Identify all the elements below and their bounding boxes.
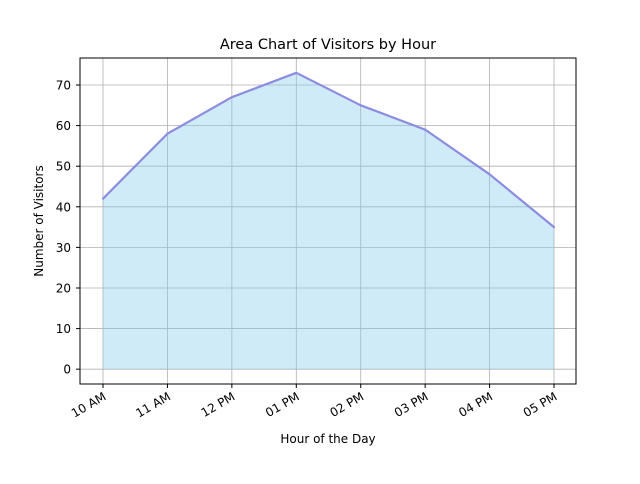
x-tick-label: 12 PM	[199, 389, 238, 419]
area-layer	[101, 71, 556, 370]
y-tick-label: 70	[56, 78, 71, 92]
data-point	[230, 96, 233, 99]
data-point	[101, 197, 105, 200]
y-tick-label: 40	[56, 200, 71, 214]
data-point	[424, 128, 427, 131]
y-axis: 0 10 20 30 40 50 60 70	[56, 78, 80, 377]
plot-frame	[79, 57, 577, 385]
y-tick-label: 60	[56, 119, 71, 133]
x-tick-label: 11 AM	[133, 389, 173, 420]
y-tick-label: 50	[56, 160, 71, 174]
x-tick-label: 04 PM	[456, 389, 495, 419]
series-area-fill	[103, 72, 555, 370]
data-point	[166, 132, 169, 135]
series-line	[102, 71, 555, 228]
data-point	[552, 225, 556, 229]
y-tick-label: 30	[56, 241, 71, 255]
y-tick-label: 10	[56, 322, 71, 336]
grid	[80, 58, 576, 384]
x-tick-label: 03 PM	[392, 389, 431, 419]
x-tick-label: 01 PM	[263, 389, 302, 419]
y-tick-label: 20	[56, 281, 71, 295]
chart-title: Area Chart of Visitors by Hour	[220, 37, 436, 53]
x-axis: 10 AM 11 AM 12 PM 01 PM 02 PM 03 PM 04 PM 05 PM	[69, 384, 560, 420]
y-tick-label: 0	[63, 363, 71, 377]
x-tick-label: 05 PM	[521, 389, 560, 419]
data-point	[359, 104, 362, 107]
y-axis-label: Number of Visitors	[32, 165, 46, 277]
x-tick-label: 10 AM	[69, 389, 109, 420]
x-axis-label: Hour of the Day	[280, 432, 375, 446]
data-point	[488, 173, 491, 176]
x-tick-label: 02 PM	[327, 389, 366, 419]
data-point	[295, 71, 298, 74]
